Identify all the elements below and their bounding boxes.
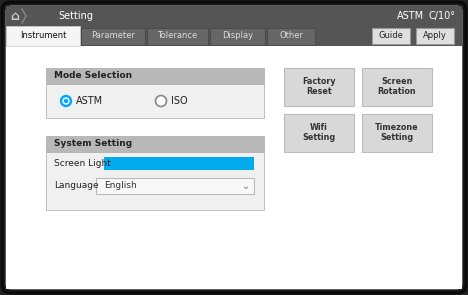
Bar <box>46 136 264 152</box>
Bar <box>362 68 432 106</box>
Text: Reset: Reset <box>306 88 332 96</box>
Text: ⌄: ⌄ <box>242 181 250 191</box>
Bar <box>81 28 145 45</box>
Bar <box>210 28 265 45</box>
Text: ASTM: ASTM <box>76 96 103 106</box>
Text: Screen: Screen <box>381 78 413 86</box>
Circle shape <box>63 98 69 104</box>
Text: Timezone: Timezone <box>375 124 419 132</box>
Text: Setting: Setting <box>58 11 94 21</box>
Circle shape <box>65 99 67 102</box>
Text: Mode Selection: Mode Selection <box>54 71 132 81</box>
Bar <box>6 26 462 46</box>
Text: Factory: Factory <box>302 78 336 86</box>
Text: English: English <box>104 181 137 191</box>
Text: Language: Language <box>54 181 99 191</box>
Text: Instrument: Instrument <box>20 32 66 40</box>
Text: Screen Light: Screen Light <box>54 160 111 168</box>
Bar <box>372 28 410 44</box>
Text: Other: Other <box>279 32 303 40</box>
Bar <box>104 157 254 170</box>
Bar <box>6 6 462 26</box>
Text: Tolerance: Tolerance <box>157 32 197 40</box>
Bar <box>46 84 264 118</box>
Bar <box>6 26 80 46</box>
Bar <box>362 114 432 152</box>
Bar <box>6 46 462 289</box>
Bar <box>46 152 264 210</box>
Text: ISO: ISO <box>171 96 188 106</box>
Text: ASTM: ASTM <box>396 11 424 21</box>
Text: ⌂: ⌂ <box>10 9 20 22</box>
Bar <box>96 178 254 194</box>
Bar <box>416 28 454 44</box>
Text: Apply: Apply <box>423 32 447 40</box>
Text: C/10°: C/10° <box>429 11 455 21</box>
FancyBboxPatch shape <box>6 6 462 289</box>
Text: Display: Display <box>222 32 253 40</box>
Text: Setting: Setting <box>380 134 414 142</box>
Bar <box>267 28 315 45</box>
Bar <box>284 114 354 152</box>
FancyBboxPatch shape <box>2 2 466 293</box>
Text: Setting: Setting <box>302 134 336 142</box>
Text: Guide: Guide <box>379 32 403 40</box>
Bar <box>147 28 208 45</box>
Bar <box>284 68 354 106</box>
Text: System Setting: System Setting <box>54 140 132 148</box>
Bar <box>46 68 264 84</box>
Circle shape <box>155 96 167 106</box>
Text: Wifi: Wifi <box>310 124 328 132</box>
Text: Rotation: Rotation <box>378 88 417 96</box>
Text: Parameter: Parameter <box>91 32 135 40</box>
Circle shape <box>60 96 72 106</box>
